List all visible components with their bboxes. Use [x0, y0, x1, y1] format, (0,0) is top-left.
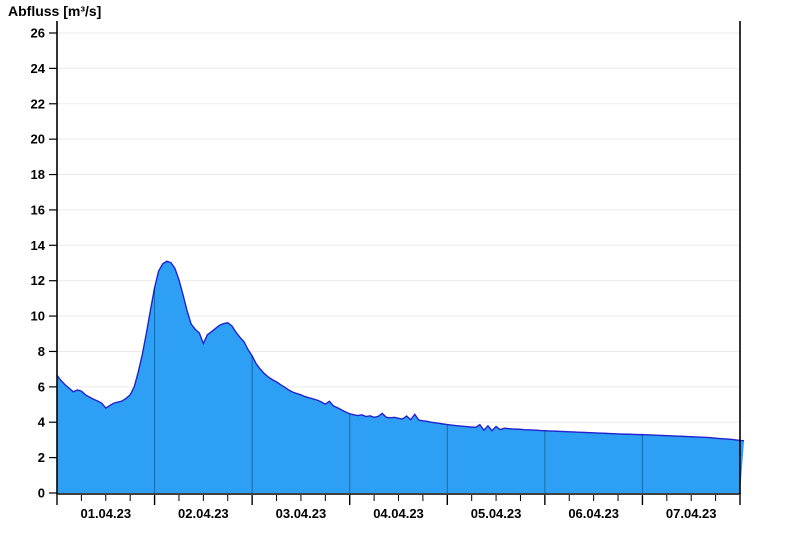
x-tick-label: 07.04.23: [666, 506, 717, 521]
x-tick-label: 04.04.23: [373, 506, 424, 521]
x-axis-ticks: 01.04.23 02.04.23 03.04.23 04.04.23 05.04.23…: [56, 495, 741, 521]
y-tick-label: 16: [31, 202, 45, 217]
x-tick-label: 05.04.23: [471, 506, 522, 521]
y-tick-label: 4: [38, 415, 46, 430]
y-tick-label: 22: [31, 96, 45, 111]
y-tick-label: 14: [31, 238, 46, 253]
x-tick-label: 03.04.23: [276, 506, 327, 521]
y-tick-label: 8: [38, 344, 45, 359]
x-tick-label: 06.04.23: [568, 506, 619, 521]
x-tick-label: 02.04.23: [178, 506, 229, 521]
y-tick-label: 24: [31, 61, 46, 76]
y-gridlines: [57, 32, 740, 459]
y-tick-label: 18: [31, 167, 45, 182]
y-tick-label: 0: [38, 486, 45, 501]
axes: [56, 21, 741, 495]
y-tick-label: 20: [31, 132, 45, 147]
y-tick-label: 12: [31, 273, 45, 288]
discharge-line: [56, 260, 745, 442]
y-tick-label: 2: [38, 450, 45, 465]
y-tick-label: 6: [38, 379, 45, 394]
discharge-area-fill: [57, 261, 745, 493]
chart-title: Abfluss [m³/s]: [8, 3, 102, 19]
x-tick-label: 01.04.23: [80, 506, 131, 521]
area-series: [56, 260, 745, 493]
y-tick-label: 26: [31, 26, 45, 41]
y-tick-label: 10: [31, 309, 45, 324]
